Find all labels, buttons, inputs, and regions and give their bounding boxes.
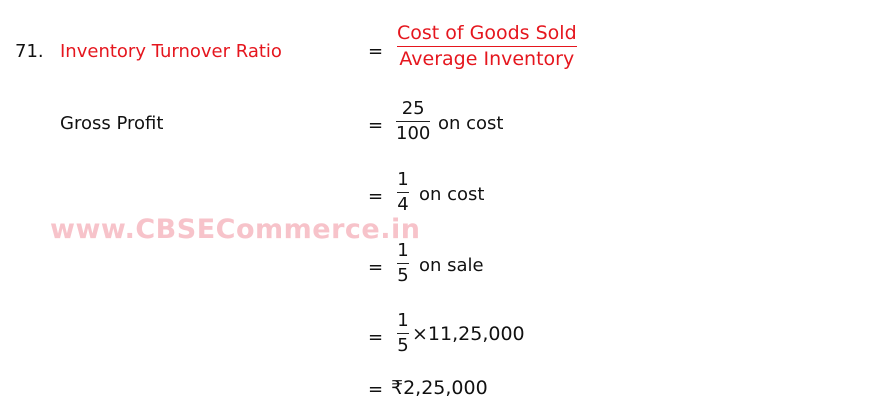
fraction-bar <box>396 121 431 122</box>
equals-sign: = <box>368 327 384 348</box>
fraction-bar <box>397 46 577 47</box>
fraction-bar <box>397 263 409 264</box>
result-value: ₹2,25,000 <box>391 377 488 399</box>
numerator: 25 <box>401 98 425 119</box>
equals-sign: = <box>368 41 384 62</box>
gross-profit-label: Gross Profit <box>60 113 164 134</box>
equals-sign: = <box>368 257 384 278</box>
equals-sign: = <box>368 115 384 136</box>
denominator: 5 <box>397 265 409 286</box>
step-suffix: ×11,25,000 <box>412 323 525 345</box>
step-fraction: 25 100 <box>396 98 431 144</box>
formula-fraction: Cost of Goods Sold Average Inventory <box>397 24 577 69</box>
step-suffix: on sale <box>419 255 484 276</box>
equals-sign: = <box>368 379 384 400</box>
question-title: Inventory Turnover Ratio <box>60 41 282 62</box>
watermark: www.CBSECommerce.in <box>50 214 421 245</box>
step-suffix: on cost <box>438 113 504 134</box>
denominator: 100 <box>396 123 431 144</box>
denominator: 4 <box>397 194 409 215</box>
formula-denominator: Average Inventory <box>399 48 575 70</box>
fraction-bar <box>397 192 409 193</box>
formula-numerator: Cost of Goods Sold <box>397 22 577 44</box>
denominator: 5 <box>397 335 409 356</box>
numerator: 1 <box>397 169 409 190</box>
question-number: 71. <box>15 41 44 62</box>
numerator: 1 <box>397 310 409 331</box>
numerator: 1 <box>397 240 409 261</box>
equals-sign: = <box>368 186 384 207</box>
fraction-bar <box>397 333 409 334</box>
step-suffix: on cost <box>419 184 485 205</box>
